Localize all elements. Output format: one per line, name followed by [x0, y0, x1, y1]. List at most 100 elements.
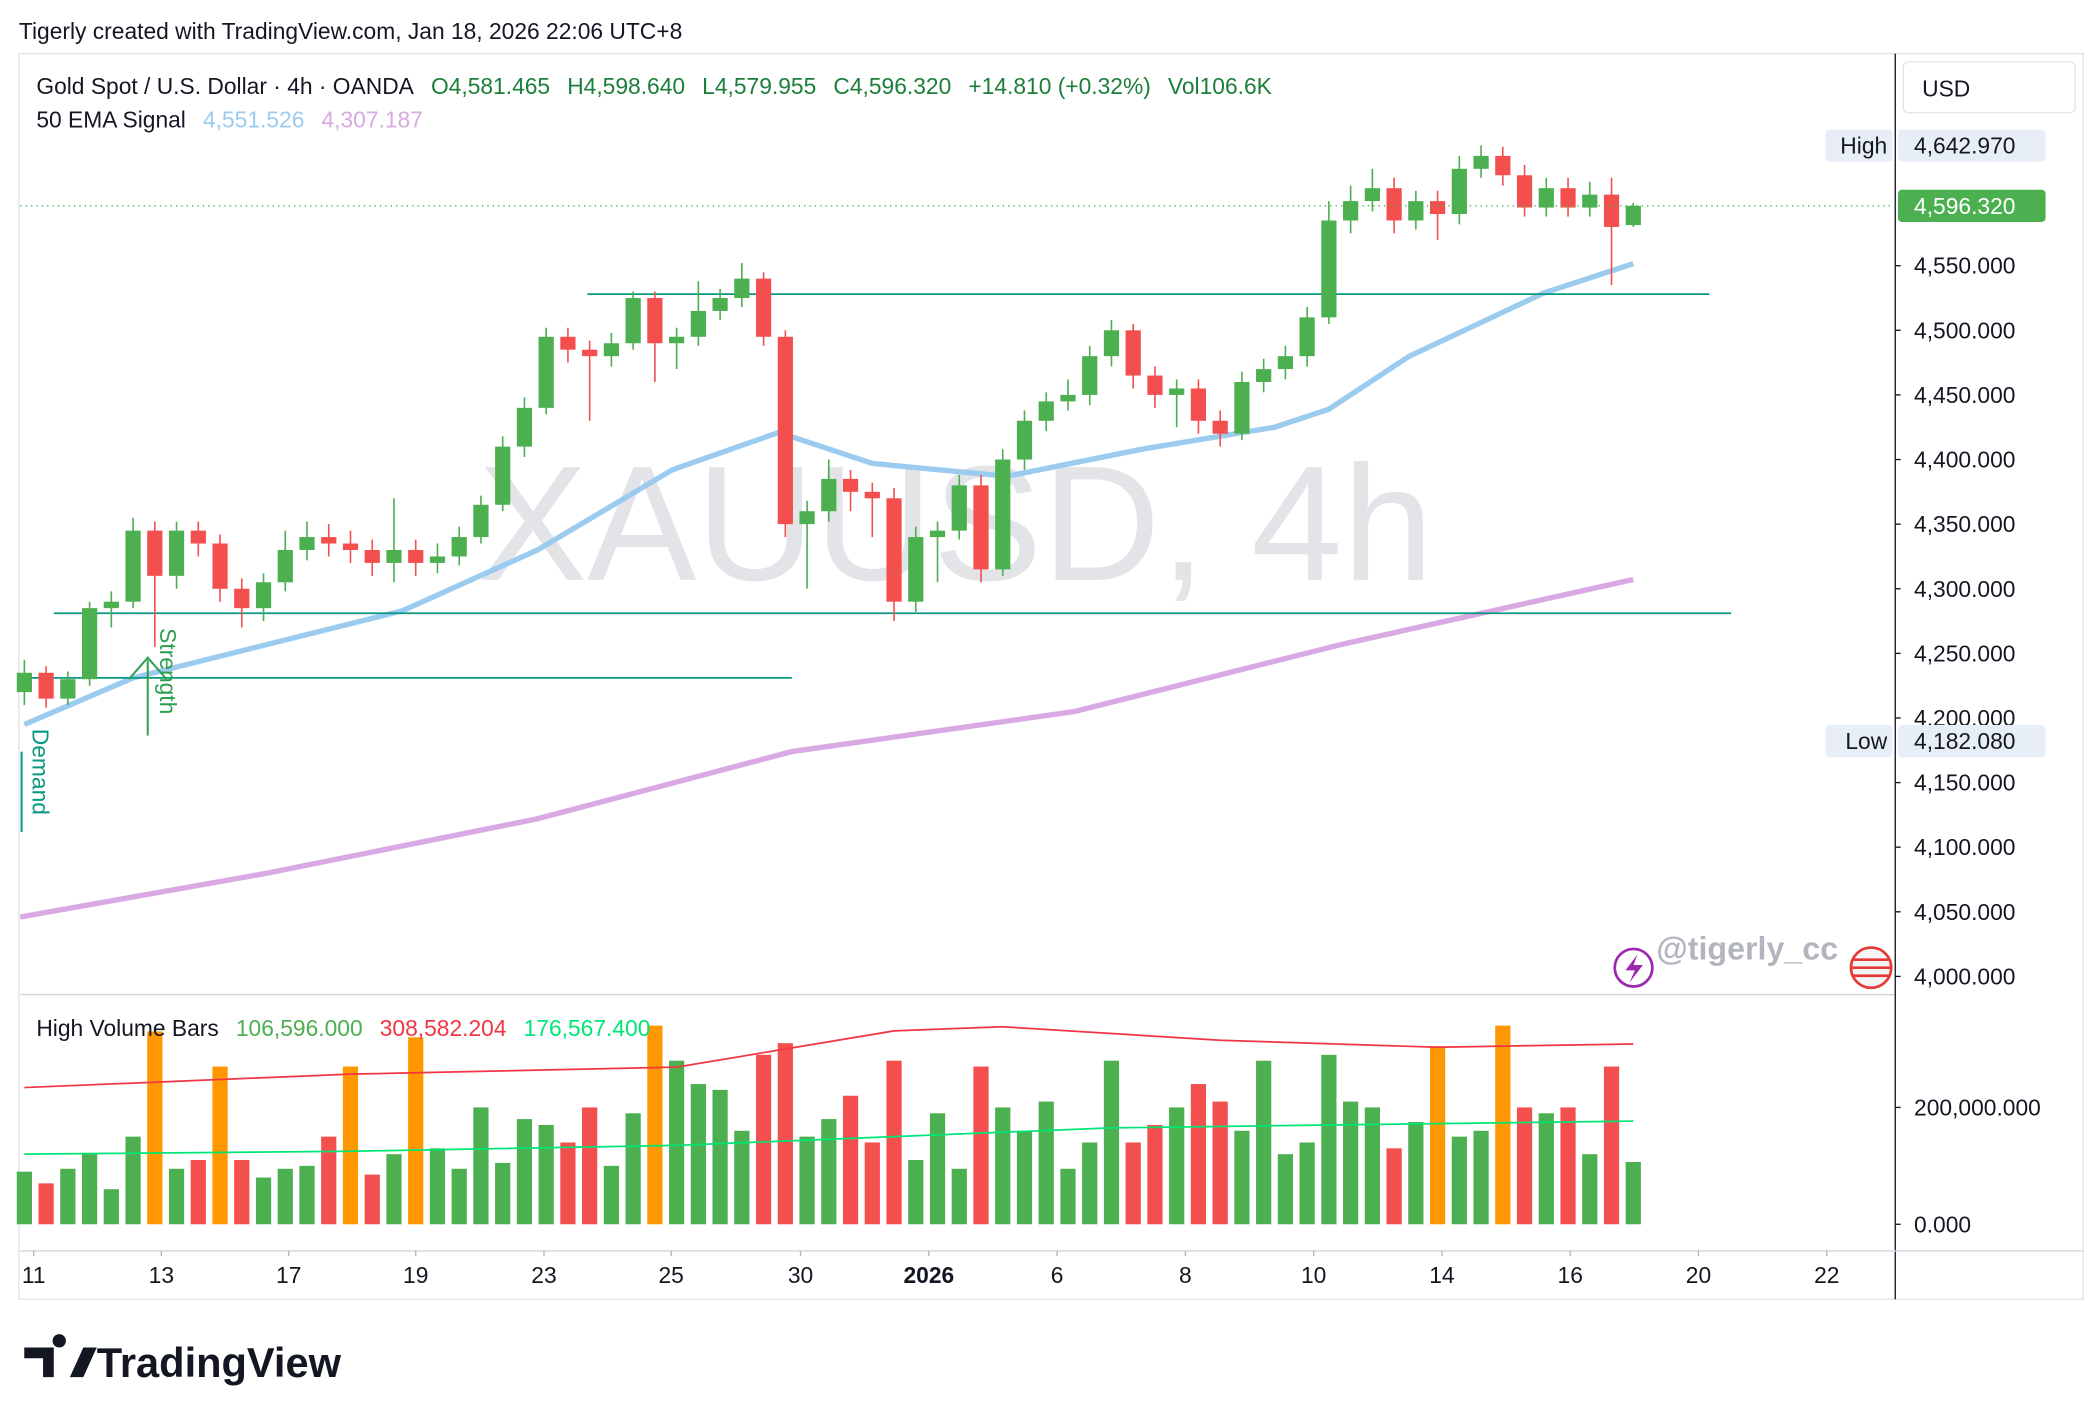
volume-bar — [1125, 1142, 1141, 1225]
volume-bar — [1212, 1101, 1228, 1225]
annotation: Strength — [155, 628, 181, 714]
volume-bar — [886, 1060, 902, 1225]
ohlc: O4,581.465 — [431, 73, 550, 99]
candle-body — [1473, 155, 1489, 169]
candle-body — [625, 298, 641, 344]
x-tick-label: 22 — [1814, 1262, 1839, 1288]
volume-bar — [712, 1089, 728, 1225]
volume-bar — [669, 1060, 685, 1225]
volume-bar — [625, 1113, 641, 1225]
candle-body — [734, 278, 750, 299]
candle-body — [1408, 201, 1424, 221]
candle-body — [234, 588, 250, 609]
candle-body — [1103, 330, 1120, 357]
volume-value: 308,582.204 — [380, 1015, 507, 1041]
author-handle: @tigerly_cc — [1656, 931, 1838, 967]
candle-body — [777, 336, 793, 525]
candle-body — [473, 504, 489, 538]
x-tick-label: 25 — [659, 1262, 684, 1288]
candle-body — [821, 478, 837, 512]
ohlc: L4,579.955 — [702, 73, 816, 99]
candle-body — [1082, 356, 1098, 395]
ema-value: 4,307.187 — [321, 107, 422, 133]
marker-value-box — [1897, 725, 2046, 758]
currency-box[interactable] — [1902, 61, 2076, 114]
candle-body — [1538, 188, 1554, 208]
volume-bar — [190, 1160, 206, 1225]
x-tick-label: 23 — [531, 1262, 556, 1288]
volume-bar — [755, 1054, 772, 1225]
volume-bar — [1560, 1107, 1576, 1225]
marker-value-box — [1897, 129, 2046, 162]
volume-bar — [821, 1119, 837, 1225]
candle-body — [1603, 194, 1620, 227]
x-tick-label: 16 — [1558, 1262, 1583, 1288]
volume-bar — [1516, 1107, 1533, 1225]
candle-body — [712, 298, 728, 311]
volume-line — [24, 1025, 1634, 1089]
last-price-label: 4,596.320 — [1914, 193, 2015, 219]
volume-bar — [81, 1154, 98, 1225]
volume-value: 106,596.000 — [236, 1015, 363, 1041]
volume-bar — [799, 1136, 815, 1225]
y-tick-label: 4,350.000 — [1914, 511, 2015, 537]
x-tick-label: 17 — [276, 1262, 301, 1288]
volume-bar — [386, 1154, 402, 1225]
volume-bar — [1169, 1107, 1185, 1225]
candle-body — [1429, 201, 1446, 215]
volume-bar — [321, 1136, 337, 1225]
x-tick-label: 11 — [22, 1262, 46, 1288]
volume-bar — [277, 1168, 293, 1225]
volume-bar — [908, 1160, 924, 1225]
volume-label: Vol106.6K — [1168, 73, 1272, 99]
volume-bar — [103, 1189, 119, 1225]
candle-body — [516, 407, 533, 447]
volume-bar — [147, 1031, 163, 1225]
volume-bar — [1234, 1130, 1250, 1225]
volume-bar — [60, 1168, 76, 1225]
ema-line — [19, 576, 1634, 920]
marker-text: Low — [1845, 728, 1887, 754]
candle-body — [103, 601, 119, 609]
currency[interactable]: USD — [1922, 76, 1970, 102]
volume-bar — [1190, 1084, 1207, 1225]
candle-body — [864, 491, 880, 499]
candle-body — [1147, 375, 1163, 395]
y-tick-label: 4,400.000 — [1914, 447, 2015, 473]
volume-bar — [255, 1177, 272, 1225]
y-tick-label: 4,500.000 — [1914, 317, 2015, 343]
candle-body — [1256, 369, 1272, 383]
author-icon — [1613, 947, 1654, 988]
marker-box — [1825, 129, 1893, 162]
volume-bar — [1451, 1136, 1467, 1225]
y-tick-label: 4,000.000 — [1914, 963, 2015, 989]
x-tick-label: 13 — [149, 1262, 174, 1288]
candle-body — [1386, 188, 1402, 221]
candle-body — [582, 349, 598, 357]
last-price-box — [1897, 189, 2046, 222]
plot-area — [16, 145, 1732, 1225]
candle-body — [908, 537, 924, 602]
y-tick-label: 4,100.000 — [1914, 834, 2015, 860]
volume-bar — [1625, 1161, 1641, 1225]
volume-bar — [364, 1174, 380, 1225]
candle-body — [1277, 356, 1294, 370]
y-tick-label: 4,450.000 — [1914, 382, 2015, 408]
volume-legend: High Volume Bars 106,596.000 308,582.204… — [36, 1015, 650, 1041]
candle-body — [125, 530, 141, 602]
volume-bar — [16, 1171, 32, 1225]
volume-bar — [603, 1165, 620, 1225]
flag-stripes — [1852, 958, 1890, 978]
candle-body — [1038, 401, 1054, 421]
candle-body — [60, 679, 76, 699]
x-tick-label: 19 — [403, 1262, 428, 1288]
y-tick-label: 4,150.000 — [1914, 770, 2015, 796]
candle-body — [429, 556, 446, 563]
candle-body — [190, 530, 206, 544]
candle-body — [299, 537, 315, 550]
volume-bar — [1364, 1107, 1380, 1225]
candle-body — [212, 543, 228, 589]
volume-bar — [299, 1165, 315, 1225]
volume-bar — [582, 1107, 598, 1225]
volume-bar — [234, 1160, 250, 1225]
